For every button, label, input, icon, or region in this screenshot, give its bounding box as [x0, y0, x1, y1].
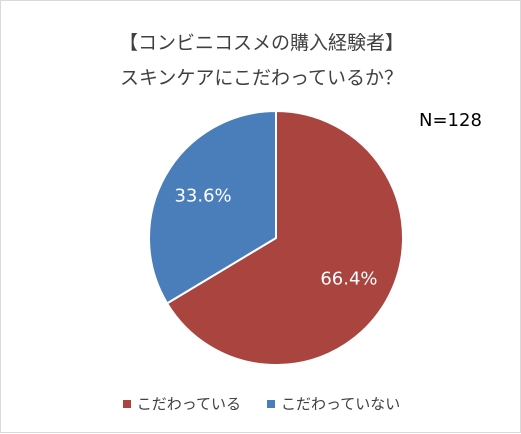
legend-label-kodawatteiru: こだわっている — [136, 395, 241, 413]
sample-size-label: N=128 — [419, 110, 482, 131]
pie-slice-kodawatteinai — [148, 110, 277, 305]
pie-label-kodawatteiru: 66.4% — [320, 268, 377, 289]
legend-swatch-kodawatteiru — [122, 399, 131, 408]
chart-title: 【コンビニコスメの購入経験者】 — [118, 32, 404, 54]
legend-item-kodawatteiru: こだわっている — [122, 393, 241, 414]
legend: こだわっている こだわっていない — [1, 393, 521, 414]
legend-label-kodawatteinai: こだわっていない — [281, 395, 401, 413]
legend-swatch-kodawatteinai — [267, 399, 275, 408]
pie-label-kodawatteinai: 33.6% — [174, 186, 231, 207]
legend-item-kodawatteinai: こだわっていない — [267, 393, 400, 414]
pie-slice-kodawatteiru — [166, 110, 404, 366]
chart-subtitle: スキンケアにこだわっているか？ — [119, 67, 404, 89]
